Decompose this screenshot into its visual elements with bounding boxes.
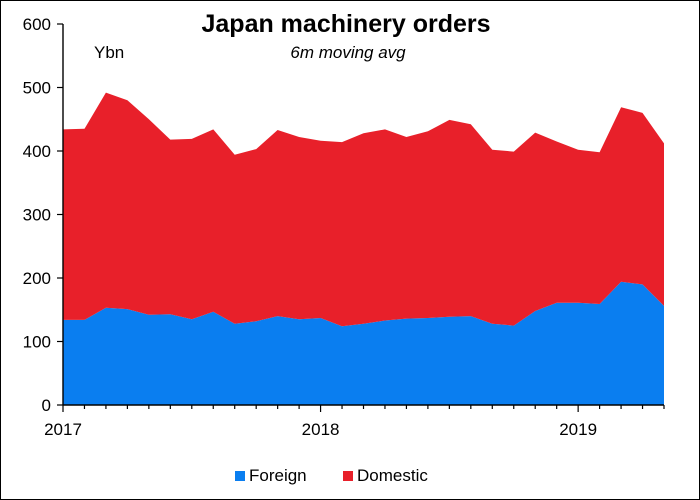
y-tick-label: 400 [23, 142, 51, 161]
axes-layer: 0 100 200 300 400 500 600 2017 2018 2019 [23, 15, 665, 439]
series-layer [63, 92, 664, 405]
y-unit-label: Ybn [94, 43, 124, 62]
legend-swatch-foreign [235, 471, 245, 481]
y-tick-label: 100 [23, 333, 51, 352]
legend: Foreign Domestic [235, 466, 428, 485]
y-tick-label: 300 [23, 206, 51, 225]
legend-label-domestic: Domestic [357, 466, 428, 485]
x-tick-label: 2017 [44, 420, 82, 439]
y-tick-label: 600 [23, 15, 51, 34]
legend-label-foreign: Foreign [249, 466, 307, 485]
legend-swatch-domestic [343, 471, 353, 481]
area-series-foreign [63, 281, 664, 405]
x-tick-label: 2019 [559, 420, 597, 439]
x-tick-label: 2018 [302, 420, 340, 439]
y-tick-label: 0 [42, 396, 51, 415]
area-series-domestic [63, 92, 664, 327]
chart-subtitle: 6m moving avg [290, 43, 406, 62]
y-tick-label: 500 [23, 79, 51, 98]
chart-title: Japan machinery orders [201, 10, 490, 38]
y-tick-label: 200 [23, 269, 51, 288]
